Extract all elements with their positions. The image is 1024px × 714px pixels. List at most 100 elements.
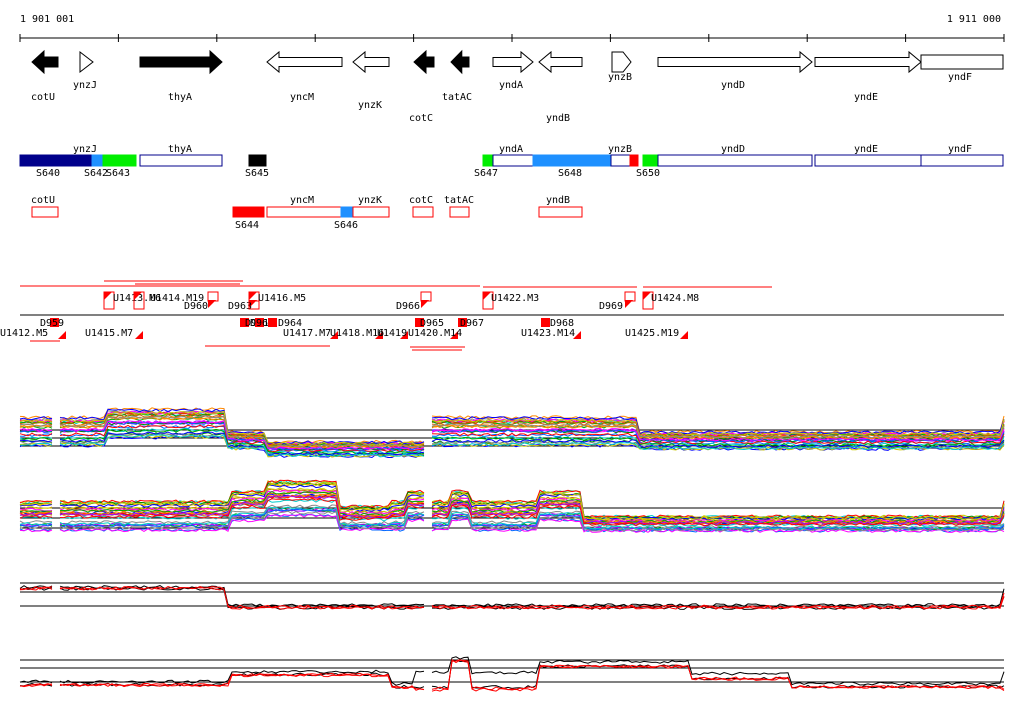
expression-curve [19,522,53,526]
label: yndB [546,195,570,206]
label: yndB [546,113,570,124]
label: D959 [40,318,64,329]
label: yndD [721,80,745,91]
segment [532,154,612,167]
label: yncM [290,92,314,103]
label: thyA [168,92,192,103]
label: tatAC [444,195,474,206]
gene-arrow [450,49,470,75]
expression-curve [19,442,53,447]
gene-arrow [31,49,59,75]
expression-curve [19,586,53,590]
segment [91,154,104,167]
label: ynzJ [73,144,97,155]
expression-curve [59,491,425,516]
transcript-flag [249,300,257,308]
segment [538,206,583,218]
label: D962 [250,318,274,329]
expression-curve [59,419,425,451]
label: U1413.M6 [113,293,161,304]
label: yndE [854,92,878,103]
label: S640 [36,168,60,179]
gene-arrow [920,54,1004,70]
transcript-flag [208,300,216,308]
transcript-mark [240,318,249,327]
ruler-end: 1 911 000 [947,14,1001,25]
expression-curve [431,492,1005,520]
transcript-flag [375,331,383,339]
expression-curve [59,434,425,458]
expression-curve [19,437,53,441]
gene-arrow [139,49,223,75]
expression-curve [431,416,1005,435]
label: D969 [599,301,623,312]
transcript-mark [541,318,550,327]
expression-curve [19,439,53,443]
label: thyA [168,144,192,155]
expression-curve [431,427,1005,442]
expression-curve [431,501,1005,525]
transcript-flag [421,300,429,308]
transcript-box [207,291,219,302]
segment [657,154,813,167]
segment [352,206,390,218]
segment [79,154,93,167]
label: D964 [278,318,302,329]
expression-curve [431,502,1005,525]
label: U1415.M7 [85,328,133,339]
label: U1425.M19 [625,328,679,339]
label: U1424.M8 [651,293,699,304]
segment [814,154,922,167]
expression-curve [19,432,53,437]
expression-curve [431,588,1005,608]
transcript-box [624,291,636,302]
expression-curve [59,506,425,527]
expression-curve [60,413,425,448]
label: U1412.M5 [0,328,48,339]
transcript-flag [330,331,338,339]
expression-curve [431,592,1005,609]
label: cotC [409,113,433,124]
transcript-flag [58,331,66,339]
expression-curve [431,511,1005,530]
segment [412,206,434,218]
expression-curve [431,515,1005,532]
expression-curve [59,410,425,446]
segment [920,154,1004,167]
expression-curve [19,683,53,687]
label: U1418.M16 [330,328,384,339]
label: yndA [499,80,523,91]
label: yncM [290,195,314,206]
expression-curve [59,510,425,530]
expression-curve [59,415,425,448]
expression-curve [431,415,1005,434]
label: D966 [396,301,420,312]
label: D965 [420,318,444,329]
transcript-flag [135,331,143,339]
segment [482,154,494,167]
expression-curve [431,659,1005,692]
gene-arrow [79,50,94,74]
ruler-start: 1 901 001 [20,14,74,25]
label: ynzK [358,100,382,111]
label: S647 [474,168,498,179]
expression-curve [59,585,425,609]
expression-curve [431,493,1005,521]
expression-curve [19,523,53,528]
expression-curve [19,423,53,428]
label: ynzB [608,72,632,83]
expression-curve [59,673,425,691]
label: D968 [550,318,574,329]
segment [449,206,470,218]
label: yndE [854,144,878,155]
expression-curve [59,425,425,453]
expression-curve [59,584,425,608]
gene-arrow [538,50,583,74]
label: yndA [499,144,523,155]
transcript-flag [643,292,651,300]
expression-curve [19,421,53,425]
transcript-flag [450,331,458,339]
label: ynzK [358,195,382,206]
expression-curve [19,502,53,507]
